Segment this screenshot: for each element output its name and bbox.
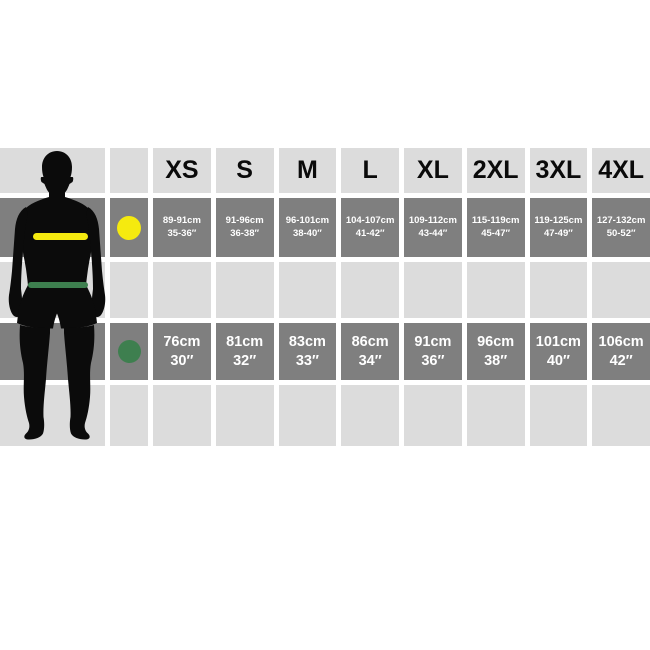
chest-in: 35-36″ (167, 227, 197, 239)
chest-cell-m: 96-101cm 38-40″ (278, 198, 337, 257)
waist-cm: 76cm (163, 333, 201, 350)
waist-in: 42″ (609, 352, 633, 369)
waist-cm: 83cm (288, 333, 326, 350)
size-header-xs: XS (153, 148, 211, 193)
chest-in: 45-47″ (481, 227, 511, 239)
waist-cell-3xl: 101cm 40″ (529, 323, 588, 380)
chest-cell-s: 91-96cm 36-38″ (215, 198, 274, 257)
spacer-cell (0, 262, 105, 318)
waist-cm: 101cm (535, 333, 581, 350)
spacer-cell (153, 262, 211, 318)
spacer-cell (153, 385, 211, 446)
spacer-cell (215, 262, 274, 318)
spacer-cell (404, 385, 462, 446)
spacer-cell (341, 385, 399, 446)
spacer-cell (215, 385, 274, 446)
chest-cm: 96-101cm (285, 215, 330, 226)
chest-cm: 127-132cm (596, 215, 646, 226)
waist-cell-xs: 76cm 30″ (153, 323, 211, 380)
spacer-cell (466, 385, 525, 446)
chest-in: 47-49″ (543, 227, 573, 239)
chest-cm: 119-125cm (534, 215, 583, 226)
waist-cell-xl: 91cm 36″ (404, 323, 462, 380)
spacer-cell (529, 385, 588, 446)
marker-column-header-cell (110, 148, 148, 193)
chest-in: 41-42″ (355, 227, 385, 239)
spacer-cell (278, 262, 337, 318)
size-chart-table: XS S M L XL 2XL 3XL 4XL 89-91cm 35-36″ 9… (0, 148, 650, 446)
size-header-2xl: 2XL (466, 148, 525, 193)
waist-cell-s: 81cm 32″ (215, 323, 274, 380)
waist-cm: 106cm (598, 333, 644, 350)
spacer-cell (592, 385, 650, 446)
spacer-cell (404, 262, 462, 318)
size-header-3xl: 3XL (529, 148, 588, 193)
waist-in: 32″ (233, 352, 257, 369)
chest-cell-3xl: 119-125cm 47-49″ (529, 198, 588, 257)
waist-in: 36″ (421, 352, 445, 369)
chest-in: 50-52″ (606, 227, 636, 239)
chest-in: 36-38″ (230, 227, 260, 239)
chest-cm: 115-119cm (471, 215, 520, 226)
figure-column-header-cell (0, 148, 105, 193)
size-header-xl: XL (404, 148, 462, 193)
chest-cell-xs: 89-91cm 35-36″ (153, 198, 211, 257)
spacer-cell (110, 262, 148, 318)
waist-cell-4xl: 106cm 42″ (592, 323, 650, 380)
waist-in: 30″ (170, 352, 194, 369)
waist-marker-cell (110, 323, 148, 380)
figure-column-chest-cell (0, 198, 105, 257)
waist-in: 40″ (546, 352, 570, 369)
spacer-cell (110, 385, 148, 446)
size-header-s: S (215, 148, 274, 193)
spacer-cell (529, 262, 588, 318)
size-header-m: M (278, 148, 337, 193)
waist-cm: 86cm (351, 333, 389, 350)
waist-in: 38″ (484, 352, 508, 369)
chest-cell-l: 104-107cm 41-42″ (341, 198, 399, 257)
spacer-cell (466, 262, 525, 318)
waist-cm: 96cm (477, 333, 515, 350)
waist-cell-m: 83cm 33″ (278, 323, 337, 380)
waist-cell-l: 86cm 34″ (341, 323, 399, 380)
chest-marker-yellow-dot-icon (117, 215, 141, 240)
chest-cm: 89-91cm (162, 215, 201, 226)
waist-cell-2xl: 96cm 38″ (466, 323, 525, 380)
chest-cell-xl: 109-112cm 43-44″ (404, 198, 462, 257)
spacer-cell (278, 385, 337, 446)
figure-column-waist-cell (0, 323, 105, 380)
spacer-cell (0, 385, 105, 446)
chest-marker-cell (110, 198, 148, 257)
waist-in: 34″ (358, 352, 382, 369)
spacer-cell (592, 262, 650, 318)
chest-cell-2xl: 115-119cm 45-47″ (466, 198, 525, 257)
waist-marker-green-dot-icon (117, 340, 141, 363)
chest-cell-4xl: 127-132cm 50-52″ (592, 198, 650, 257)
spacer-cell (341, 262, 399, 318)
waist-cm: 81cm (226, 333, 264, 350)
chest-cm: 104-107cm (345, 215, 395, 226)
chest-cm: 91-96cm (225, 215, 264, 226)
waist-in: 33″ (295, 352, 319, 369)
chest-cm: 109-112cm (408, 215, 457, 226)
waist-cm: 91cm (414, 333, 452, 350)
chest-in: 38-40″ (292, 227, 322, 239)
chest-in: 43-44″ (418, 227, 448, 239)
size-header-l: L (341, 148, 399, 193)
size-header-4xl: 4XL (592, 148, 650, 193)
